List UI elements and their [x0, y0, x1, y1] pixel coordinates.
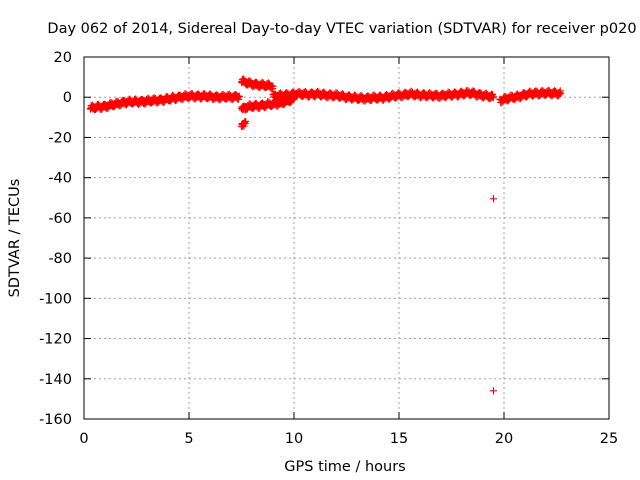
x-axis-label: GPS time / hours	[284, 459, 405, 475]
axis-ticks	[83, 56, 610, 420]
x-tick-label: 0	[79, 431, 88, 447]
data-point	[490, 387, 497, 395]
data-points	[86, 75, 565, 395]
y-tick-label: 0	[63, 90, 72, 106]
y-tick-label: -160	[39, 412, 72, 428]
y-tick-label: -100	[39, 291, 72, 307]
y-tick-label: -140	[39, 372, 72, 388]
x-tick-label: 10	[285, 431, 303, 447]
x-tick-label: 15	[390, 431, 408, 447]
y-tick-label: 20	[54, 50, 72, 66]
x-tick-label: 5	[184, 431, 193, 447]
x-tick-labels: 0 5 10 15 20 25	[79, 431, 618, 447]
data-point	[557, 89, 565, 97]
chart-title: Day 062 of 2014, Sidereal Day-to-day VTE…	[47, 21, 636, 37]
y-tick-label: -80	[48, 251, 72, 267]
x-tick-label: 20	[495, 431, 513, 447]
y-tick-label: -40	[48, 171, 72, 187]
plot-frame	[83, 56, 610, 420]
data-point	[490, 93, 497, 101]
data-point	[235, 93, 243, 101]
data-point	[242, 117, 250, 125]
y-tick-label: -60	[48, 211, 72, 227]
y-axis-label: SDTVAR / TECUs	[7, 179, 23, 298]
data-point	[269, 82, 277, 90]
y-tick-label: -20	[48, 130, 72, 146]
data-point	[490, 195, 497, 203]
grid-lines	[84, 57, 609, 419]
y-tick-labels: -160 -140 -120 -100 -80 -60 -40 -20 0 20	[39, 50, 72, 428]
y-tick-label: -120	[39, 332, 72, 348]
x-tick-label: 25	[600, 431, 618, 447]
